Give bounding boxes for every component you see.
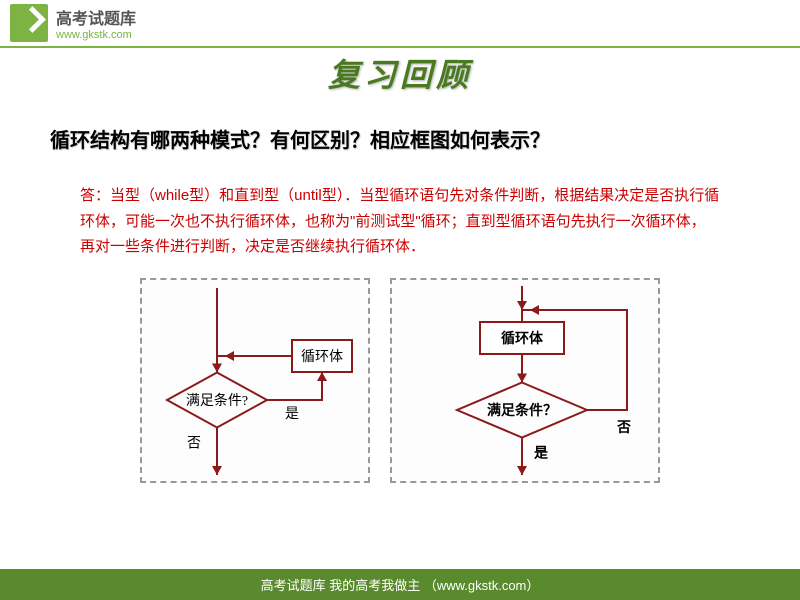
logo-title: 高考试题库 — [56, 5, 136, 29]
header: 高考试题库 www.gkstk.com — [0, 0, 800, 48]
svg-text:否: 否 — [187, 436, 201, 451]
logo-text: 高考试题库 www.gkstk.com — [56, 5, 136, 41]
svg-text:满足条件?: 满足条件? — [186, 392, 248, 409]
until-flowchart: 循环体满足条件？ 否是 — [390, 278, 660, 483]
logo-icon — [10, 4, 48, 42]
answer-text: 答：当型（while型）和直到型（until型）．当型循环语句先对条件判断，根据… — [80, 183, 720, 260]
svg-text:是: 是 — [534, 445, 549, 461]
footer: 高考试题库 我的高考我做主 （www.gkstk.com） — [0, 569, 800, 600]
question-text: 循环结构有哪两种模式？有何区别？相应框图如何表示？ — [50, 124, 750, 153]
svg-text:循环体: 循环体 — [501, 330, 544, 347]
svg-text:否: 否 — [616, 420, 631, 436]
logo-url: www.gkstk.com — [56, 29, 136, 41]
diagrams-row: 满足条件?是循环体否 循环体满足条件？否是 — [0, 278, 800, 483]
page-title: 复习回顾 — [0, 50, 800, 96]
svg-text:循环体: 循环体 — [301, 349, 343, 365]
while-flowchart: 满足条件? 是 循环体否 — [140, 278, 370, 483]
svg-text:是: 是 — [285, 407, 299, 422]
svg-text:满足条件？: 满足条件？ — [487, 402, 557, 419]
